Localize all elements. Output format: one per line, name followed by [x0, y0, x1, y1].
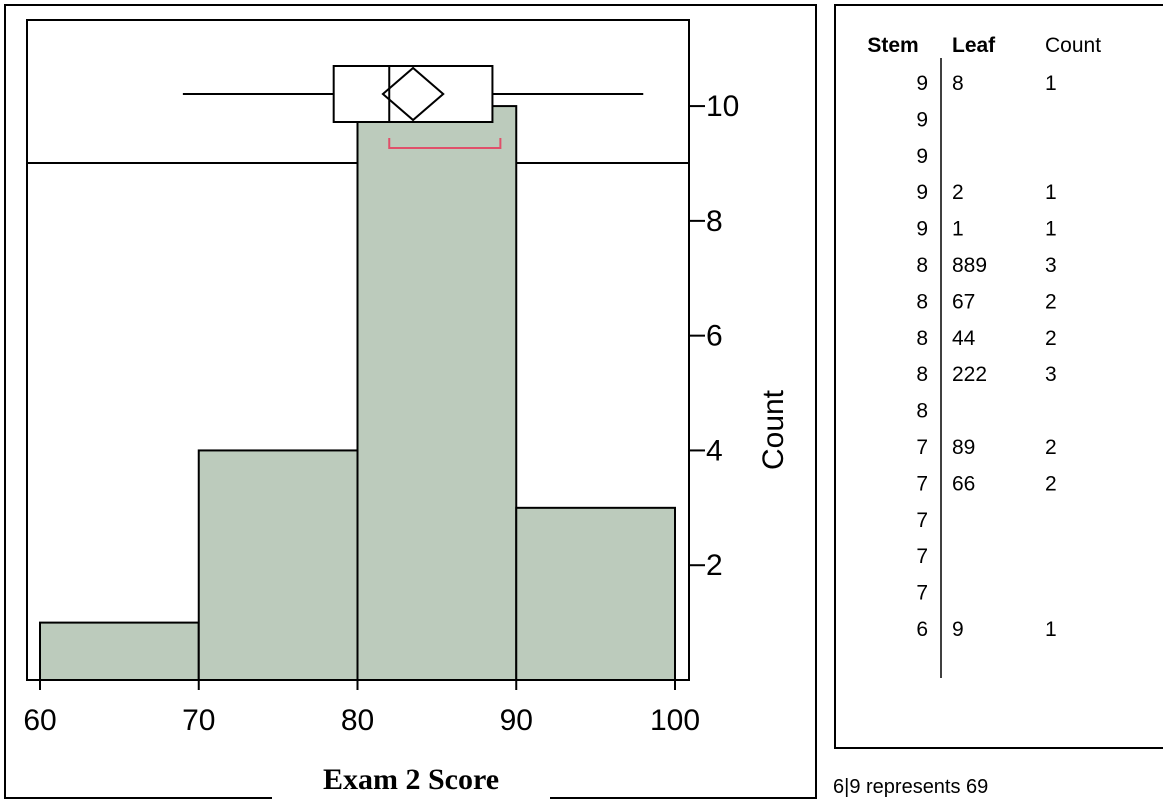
stem-cell: 9: [916, 181, 928, 204]
count-cell: 2: [1045, 290, 1057, 313]
stem-cell: 7: [916, 582, 928, 605]
y-tick-label-4: 4: [706, 434, 723, 467]
stem-leaf-row: 9: [916, 108, 928, 131]
stem-leaf-row: 9: [916, 145, 928, 168]
stem-leaf-row: 8 889 3: [916, 254, 1056, 277]
stem-leaf-row: 7: [916, 582, 928, 605]
stem-cell: 8: [916, 327, 928, 350]
count-header: Count: [1045, 34, 1101, 57]
boxplot-box: [332, 65, 494, 123]
leaf-cell: 44: [952, 327, 976, 350]
stem-header: Stem: [867, 34, 918, 57]
stem-leaf-row: 9 8 1: [916, 72, 1056, 95]
x-axis: 60 70 80 90 100: [23, 679, 700, 737]
count-cell: 3: [1045, 363, 1057, 386]
x-tick-label-90: 90: [500, 704, 533, 737]
stem-cell: 8: [916, 290, 928, 313]
stem-cell: 9: [916, 108, 928, 131]
stem-leaf-row: 8 67 2: [916, 290, 1056, 313]
leaf-cell: 89: [952, 436, 975, 459]
leaf-cell: 9: [952, 618, 964, 641]
x-axis-label: Exam 2 Score: [323, 763, 499, 796]
stem-leaf-row: 8: [916, 400, 928, 423]
y-tick-label-6: 6: [706, 320, 723, 353]
count-cell: 1: [1045, 218, 1057, 241]
stem-leaf-row: 7: [916, 509, 928, 532]
stem-leaf-legend: 6|9 represents 69: [833, 776, 988, 798]
stem-cell: 7: [916, 436, 928, 459]
stem-cell: 9: [916, 72, 928, 95]
leaf-cell: 222: [952, 363, 987, 386]
leaf-cell: 1: [952, 218, 964, 241]
histogram-bars: [39, 105, 676, 682]
stem-cell: 7: [916, 472, 928, 495]
stem-cell: 9: [916, 145, 928, 168]
x-tick-label-80: 80: [341, 704, 374, 737]
x-tick-label-60: 60: [23, 704, 56, 737]
stem-cell: 7: [916, 545, 928, 568]
leaf-cell: 889: [952, 254, 987, 277]
count-cell: 1: [1045, 181, 1057, 204]
y-tick-label-8: 8: [706, 205, 723, 238]
y-axis-label: Count: [757, 389, 790, 470]
y-tick-label-2: 2: [706, 549, 723, 582]
histogram-bar-90-100: [515, 506, 676, 681]
count-cell: 2: [1045, 472, 1057, 495]
stem-cell: 9: [916, 218, 928, 241]
histogram-bar-60-70: [39, 621, 200, 682]
stem-leaf-row: 8 222 3: [916, 363, 1056, 386]
stem-leaf-row: 6 9 1: [916, 618, 1056, 641]
stem-leaf-row: 9 1 1: [916, 218, 1056, 241]
stem-cell: 8: [916, 254, 928, 277]
count-cell: 1: [1045, 72, 1057, 95]
leaf-cell: 67: [952, 290, 975, 313]
boxplot-shortest-half-bracket: [388, 138, 502, 149]
x-tick-label-70: 70: [182, 704, 215, 737]
stem-cell: 8: [916, 363, 928, 386]
count-cell: 1: [1045, 618, 1057, 641]
stem-leaf-row: 9 2 1: [916, 181, 1056, 204]
xlabel-frame-gap: [272, 792, 550, 802]
stem-leaf-row: 7: [916, 545, 928, 568]
outlier-boxplot: [182, 65, 644, 149]
leaf-cell: 8: [952, 72, 964, 95]
count-cell: 2: [1045, 327, 1057, 350]
stem-leaf-frame: [834, 4, 1163, 749]
count-cell: 2: [1045, 436, 1057, 459]
histogram-bar-80-90: [356, 105, 518, 681]
stem-leaf-row: 8 44 2: [916, 327, 1056, 350]
y-axis: 2 4 6 8 10: [689, 90, 739, 582]
stem-cell: 7: [916, 509, 928, 532]
y-tick-label-10: 10: [706, 90, 739, 123]
stem-cell: 8: [916, 400, 928, 423]
x-tick-label-100: 100: [650, 704, 700, 737]
boxplot-mean-diamond: [381, 66, 445, 122]
leaf-cell: 66: [952, 472, 975, 495]
leaf-cell: 2: [952, 181, 964, 204]
leaf-header: Leaf: [952, 34, 996, 57]
stem-leaf-row: 7 66 2: [916, 472, 1056, 495]
stem-cell: 6: [916, 618, 928, 641]
stem-leaf-row: 7 89 2: [916, 436, 1056, 459]
count-cell: 3: [1045, 254, 1057, 277]
histogram-bar-70-80: [197, 449, 359, 681]
